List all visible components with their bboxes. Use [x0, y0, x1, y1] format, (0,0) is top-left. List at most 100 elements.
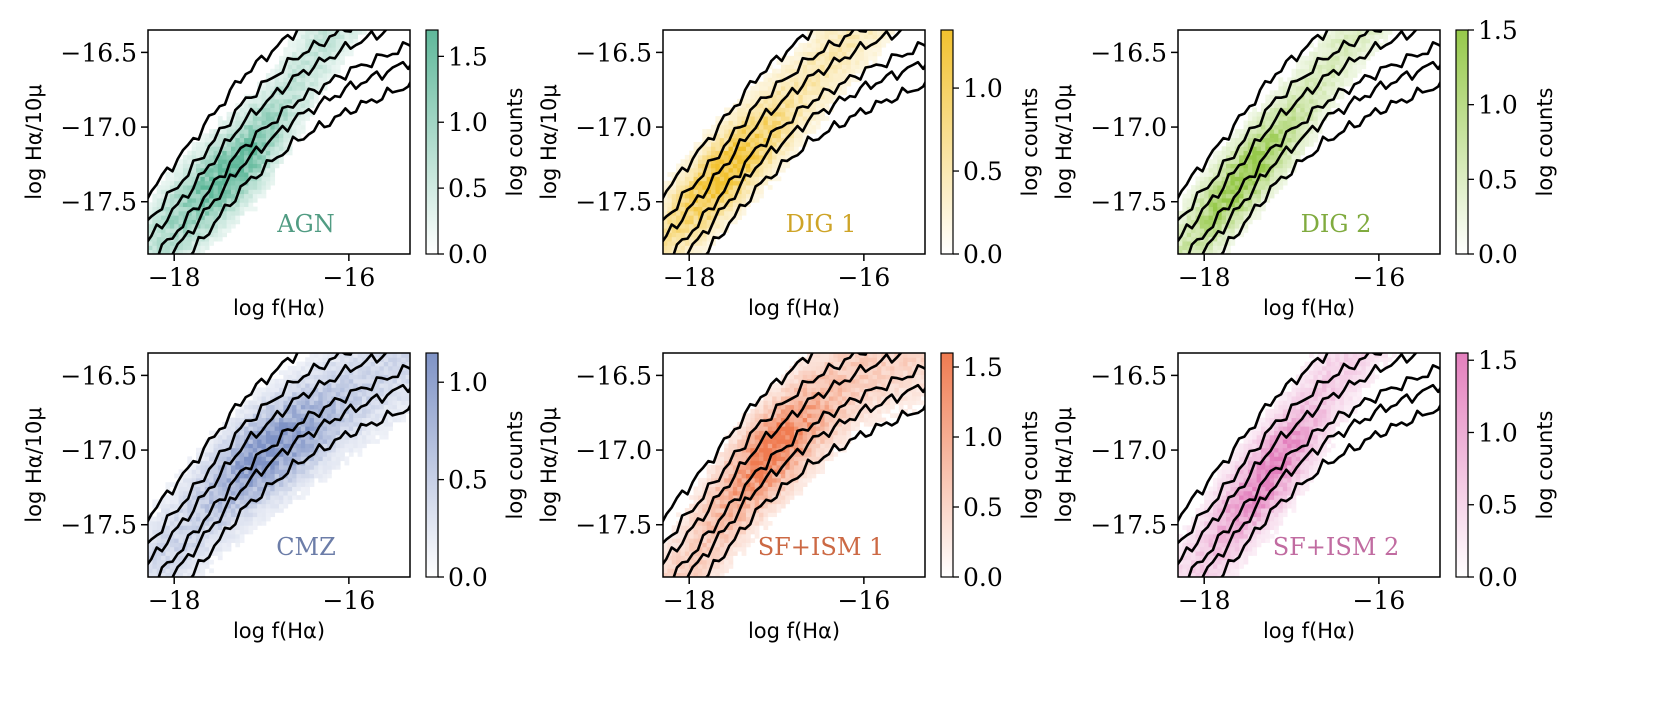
heatmap-cell: [366, 378, 372, 384]
heatmap-cell: [187, 568, 193, 574]
heatmap-cell: [283, 129, 289, 134]
heatmap-cell: [754, 94, 760, 100]
heatmap-cell: [161, 232, 166, 238]
heatmap-cell: [340, 409, 345, 414]
heatmap-cell: [379, 387, 385, 393]
heatmap-cell: [1326, 90, 1332, 96]
heatmap-cell: [850, 42, 856, 48]
heatmap-cell: [715, 551, 721, 556]
heatmap-cell: [248, 482, 254, 487]
heatmap-cell: [239, 409, 245, 414]
heatmap-cell: [191, 202, 197, 208]
heatmap-cell: [318, 77, 324, 83]
heatmap-cell: [405, 409, 410, 414]
heatmap-cell: [252, 107, 258, 113]
heatmap-cell: [270, 98, 276, 104]
heatmap-cell: [859, 68, 865, 74]
heatmap-cell: [222, 521, 227, 526]
contour-level-2: [148, 30, 410, 254]
heatmap-cell: [226, 521, 232, 526]
heatmap-cell: [815, 81, 821, 87]
heatmap-cell: [178, 193, 184, 199]
heatmap-cell: [169, 568, 175, 574]
heatmap-cell: [217, 555, 223, 561]
panel-label: DIG 1: [786, 210, 857, 238]
heatmap-cell: [230, 417, 236, 423]
heatmap-cell: [745, 167, 751, 173]
heatmap-cell: [309, 434, 315, 440]
heatmap-cell: [152, 568, 158, 574]
heatmap-cell: [313, 434, 319, 440]
heatmap-cell: [213, 529, 219, 535]
heatmap-cell: [226, 508, 232, 513]
heatmap-cell: [161, 180, 166, 186]
heatmap-cell: [222, 223, 227, 229]
heatmap-cell: [252, 486, 258, 492]
heatmap-cell: [715, 223, 721, 229]
heatmap-cell: [1256, 193, 1262, 199]
heatmap-cell: [313, 400, 319, 406]
heatmap-cell: [178, 172, 184, 177]
heatmap-cell: [261, 172, 267, 177]
heatmap-cell: [353, 439, 358, 444]
heatmap-cell: [174, 189, 179, 195]
heatmap-cell: [711, 124, 716, 130]
heatmap-cell: [697, 249, 703, 254]
heatmap-cell: [300, 64, 306, 70]
heatmap-cell: [807, 77, 812, 83]
heatmap-cell: [388, 421, 393, 427]
heatmap-cell: [335, 434, 341, 440]
heatmap-cell: [785, 77, 791, 83]
heatmap-cell: [724, 564, 729, 569]
heatmap-cell: [313, 73, 319, 78]
heatmap-cell: [300, 426, 306, 431]
heatmap-cell: [1291, 90, 1297, 96]
heatmap-cell: [361, 417, 367, 423]
x-tick-label: −18: [148, 586, 201, 615]
heatmap-cell: [697, 198, 703, 203]
heatmap-cell: [174, 167, 179, 173]
heatmap-cell: [763, 180, 769, 186]
heatmap-cell: [671, 172, 677, 177]
heatmap-cell: [340, 34, 345, 40]
heatmap-cell: [1326, 34, 1332, 40]
heatmap-cell: [300, 60, 306, 65]
heatmap-cell: [1265, 133, 1271, 139]
heatmap-cell: [318, 465, 324, 470]
heatmap-cell: [1226, 163, 1231, 169]
heatmap-cell: [1247, 159, 1253, 164]
heatmap-cell: [1317, 107, 1323, 113]
colorbar-tick-label: 1.0: [448, 368, 488, 397]
heatmap-cell: [200, 482, 206, 487]
heatmap-cell: [1256, 116, 1262, 121]
heatmap-cell: [270, 512, 276, 518]
heatmap-cell: [244, 206, 249, 212]
heatmap-cell: [1234, 219, 1240, 225]
heatmap-cell: [375, 426, 380, 431]
heatmap-cell: [1339, 94, 1345, 100]
heatmap-cell: [204, 460, 210, 466]
heatmap-cell: [152, 249, 158, 254]
heatmap-cell: [383, 383, 389, 388]
heatmap-cell: [252, 508, 258, 513]
heatmap-cell: [1274, 185, 1279, 190]
heatmap-cell: [322, 456, 328, 462]
heatmap-cell: [396, 374, 402, 380]
heatmap-cell: [279, 460, 284, 466]
heatmap-cell: [1274, 90, 1279, 96]
heatmap-cell: [802, 64, 808, 70]
heatmap-cell: [305, 30, 310, 35]
heatmap-cell: [248, 486, 254, 492]
heatmap-cell: [1352, 55, 1358, 61]
heatmap-cell: [178, 512, 184, 518]
heatmap-cell: [1191, 245, 1196, 251]
heatmap-cell: [169, 499, 175, 505]
heatmap-cell: [711, 525, 716, 531]
heatmap-cell: [287, 439, 293, 444]
y-tick-label: −16.5: [60, 38, 137, 67]
heatmap-cell: [327, 434, 332, 440]
heatmap-cell: [309, 111, 315, 117]
heatmap-cell: [1234, 176, 1240, 182]
heatmap-cell: [340, 387, 345, 393]
